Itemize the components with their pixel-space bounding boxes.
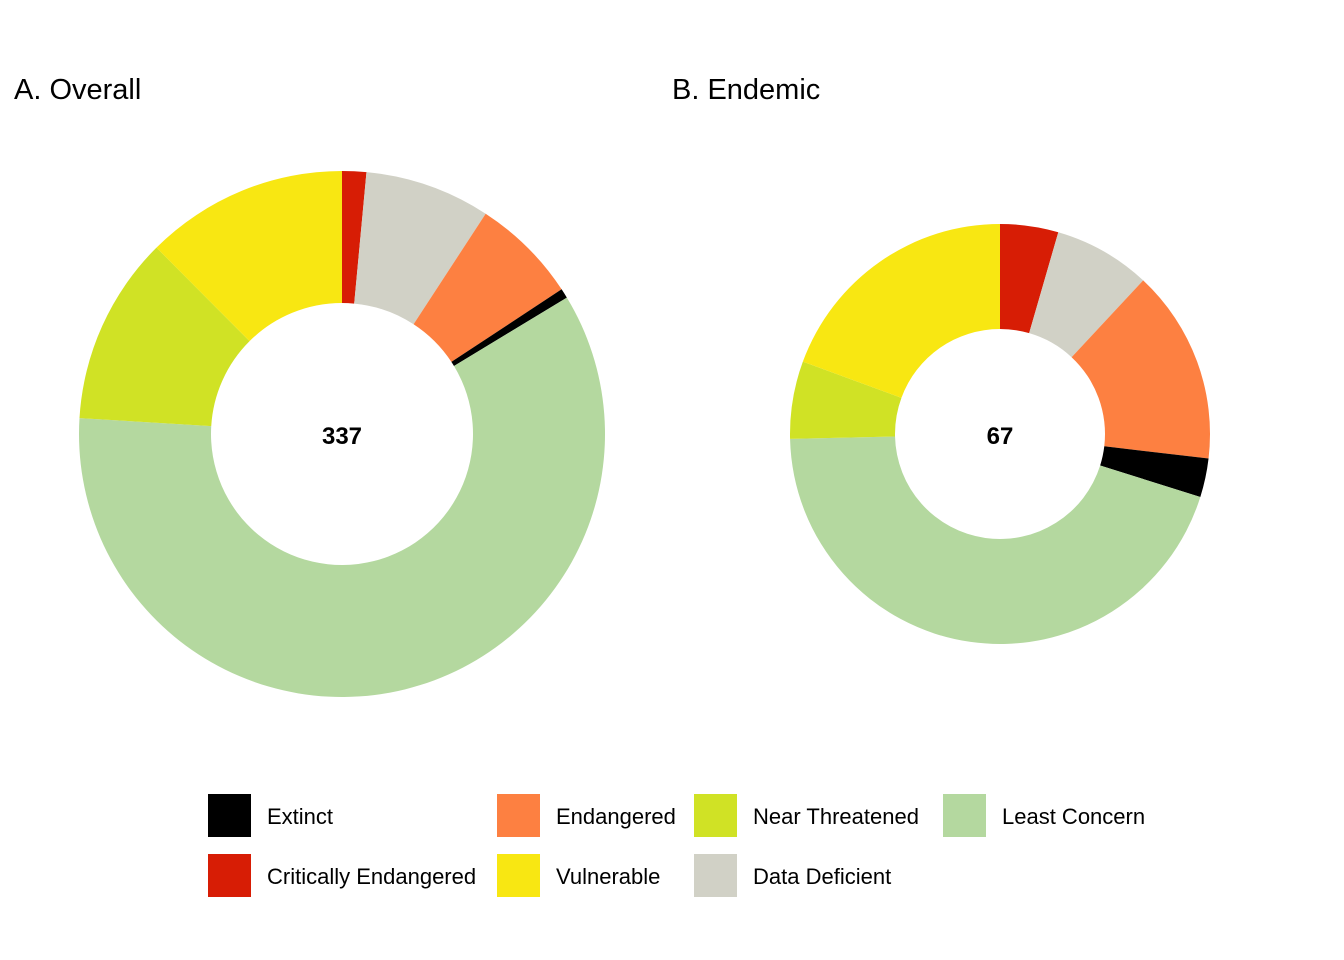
endemic-slice-vulnerable bbox=[802, 223, 1000, 398]
endemic-slice-critically-endangered bbox=[1000, 224, 1059, 334]
overall-slice-data-deficient bbox=[354, 172, 486, 325]
overall-slice-endangered bbox=[413, 213, 562, 362]
legend-label-critically-endangered: Critically Endangered bbox=[267, 864, 476, 889]
legend-label-vulnerable: Vulnerable bbox=[556, 864, 660, 889]
legend-swatch-critically-endangered bbox=[208, 854, 251, 897]
overall-slice-least-concern bbox=[79, 297, 606, 697]
overall-slice-vulnerable bbox=[156, 171, 342, 342]
legend-swatch-data-deficient bbox=[694, 854, 737, 897]
legend-label-least-concern: Least Concern bbox=[1002, 804, 1145, 829]
total-overall: 337 bbox=[322, 423, 362, 450]
overall-slice-extinct bbox=[451, 289, 567, 367]
donut-overall bbox=[79, 171, 606, 697]
legend-label-endangered: Endangered bbox=[556, 804, 676, 829]
legend-swatch-extinct bbox=[208, 794, 251, 837]
legend: Extinct Critically Endangered Endangered Vu… bbox=[208, 794, 1145, 897]
endemic-slice-endangered bbox=[1071, 280, 1211, 459]
endemic-slice-least-concern bbox=[790, 436, 1201, 644]
endemic-slice-data-deficient bbox=[1029, 232, 1144, 358]
panel-title-overall: A. Overall bbox=[14, 74, 141, 106]
total-endemic: 67 bbox=[987, 423, 1014, 450]
legend-label-near-threatened: Near Threatened bbox=[753, 804, 919, 829]
legend-swatch-near-threatened bbox=[694, 794, 737, 837]
panel-title-endemic: B. Endemic bbox=[672, 74, 820, 106]
overall-slice-near-threatened bbox=[79, 247, 250, 427]
legend-swatch-least-concern bbox=[943, 794, 986, 837]
overall-slice-critically-endangered bbox=[342, 171, 367, 304]
donut-endemic bbox=[790, 223, 1211, 644]
panel-overall: A. Overall 337 bbox=[14, 74, 606, 697]
endemic-slice-extinct bbox=[1100, 446, 1209, 498]
legend-swatch-endangered bbox=[497, 794, 540, 837]
legend-label-extinct: Extinct bbox=[267, 804, 333, 829]
legend-swatch-vulnerable bbox=[497, 854, 540, 897]
legend-label-data-deficient: Data Deficient bbox=[753, 864, 891, 889]
endemic-slice-near-threatened bbox=[790, 361, 902, 439]
panel-endemic: B. Endemic 67 bbox=[672, 74, 1211, 644]
